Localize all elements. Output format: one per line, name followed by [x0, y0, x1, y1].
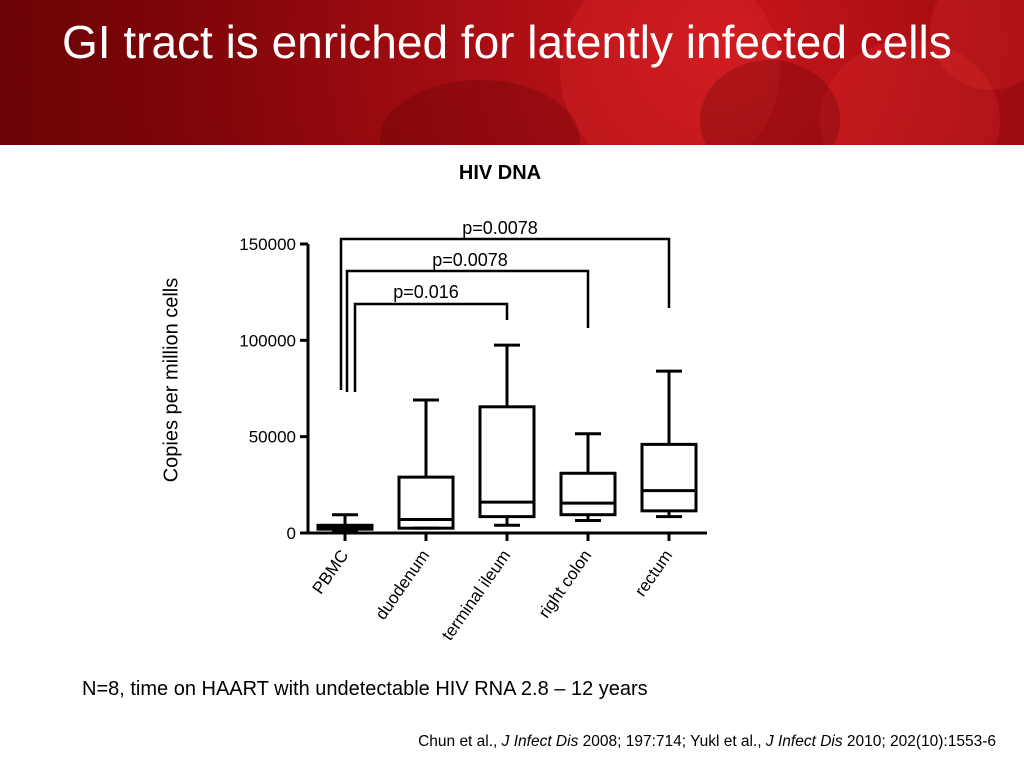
p-value-label: p=0.016 — [393, 282, 459, 302]
footnote: N=8, time on HAART with undetectable HIV… — [82, 678, 648, 700]
box-iqr — [559, 471, 617, 517]
y-tick-label: 50000 — [249, 428, 296, 447]
box-iqr — [397, 475, 455, 530]
title-banner: GI tract is enriched for latently infect… — [0, 0, 1024, 145]
y-tick-label: 100000 — [239, 331, 296, 350]
citation-part2: 2008; 197:714; Yukl et al., — [578, 733, 766, 750]
significance-bracket — [345, 269, 590, 392]
box-iqr — [640, 442, 698, 513]
p-value-label: p=0.0078 — [462, 218, 538, 238]
box-iqr — [478, 405, 536, 519]
x-tick-label: terminal ileum — [438, 546, 514, 644]
y-tick-label: 150000 — [239, 235, 296, 254]
citation-part1: Chun et al., — [418, 733, 502, 750]
slide-title: GI tract is enriched for latently infect… — [62, 16, 952, 68]
x-tick-label: duodenum — [372, 546, 434, 623]
citation-journal1: J Infect Dis — [501, 733, 579, 750]
y-tick-label: 0 — [287, 524, 296, 543]
x-tick-label: rectum — [631, 546, 676, 599]
p-value-label: p=0.0078 — [432, 250, 508, 270]
x-tick-label: PBMC — [309, 546, 353, 597]
citation-part3: 2010; 202(10):1553-6 — [842, 733, 996, 750]
citation-journal2: J Infect Dis — [765, 733, 843, 750]
x-tick-label: right colon — [535, 546, 596, 621]
significance-bracket — [353, 302, 509, 392]
significance-bracket — [339, 237, 671, 390]
citation: Chun et al., J Infect Dis 2008; 197:714;… — [418, 733, 996, 751]
chart-title: HIV DNA — [458, 162, 542, 184]
